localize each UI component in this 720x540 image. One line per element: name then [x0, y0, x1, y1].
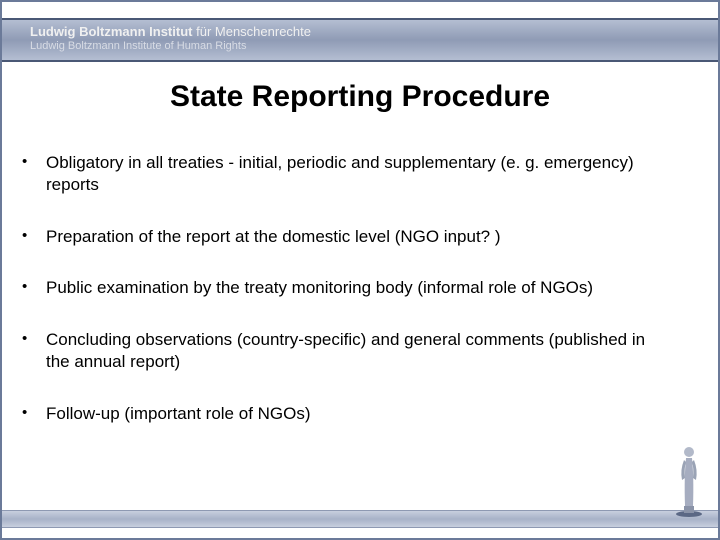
bullet-marker: • [22, 329, 46, 348]
bullet-marker: • [22, 226, 46, 245]
footer-band [2, 510, 718, 528]
bullet-text: Follow-up (important role of NGOs) [46, 403, 658, 425]
list-item: • Preparation of the report at the domes… [22, 226, 658, 248]
bullet-list: • Obligatory in all treaties - initial, … [22, 152, 658, 454]
list-item: • Concluding observations (country-speci… [22, 329, 658, 373]
bullet-marker: • [22, 277, 46, 296]
list-item: • Follow-up (important role of NGOs) [22, 403, 658, 425]
statuette-icon [674, 438, 704, 518]
slide: Ludwig Boltzmann Institut für Menschenre… [0, 0, 720, 540]
bullet-text: Public examination by the treaty monitor… [46, 277, 658, 299]
header-band: Ludwig Boltzmann Institut für Menschenre… [2, 18, 718, 62]
list-item: • Obligatory in all treaties - initial, … [22, 152, 658, 196]
bullet-marker: • [22, 152, 46, 171]
institute-name-en: Ludwig Boltzmann Institute of Human Righ… [30, 40, 718, 52]
bullet-text: Preparation of the report at the domesti… [46, 226, 658, 248]
slide-title: State Reporting Procedure [2, 80, 718, 114]
bullet-text: Obligatory in all treaties - initial, pe… [46, 152, 658, 196]
institute-name-de: Ludwig Boltzmann Institut für Menschenre… [30, 24, 718, 39]
institute-name-de-thin: für Menschenrechte [196, 24, 311, 39]
list-item: • Public examination by the treaty monit… [22, 277, 658, 299]
institute-name-de-bold: Ludwig Boltzmann Institut [30, 24, 192, 39]
bullet-marker: • [22, 403, 46, 422]
bullet-text: Concluding observations (country-specifi… [46, 329, 658, 373]
